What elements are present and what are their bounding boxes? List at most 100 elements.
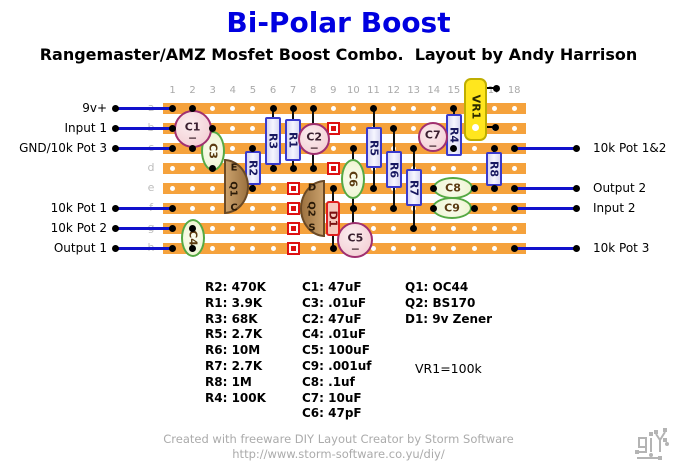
component-label: C9 — [444, 201, 460, 215]
hole — [471, 165, 477, 171]
column-number: 1 — [169, 85, 176, 96]
column-number: 18 — [507, 85, 521, 96]
junction-dot — [450, 144, 458, 152]
legend-resistor-value: R5: 2.7K — [205, 327, 263, 342]
hole — [170, 185, 175, 191]
wire — [115, 106, 173, 110]
junction-dot — [430, 184, 438, 192]
junction-dot — [111, 104, 119, 112]
diy-logo-icon — [635, 428, 669, 460]
legend-semiconductor-value: D1: 9v Zener — [405, 311, 493, 326]
hole — [491, 225, 497, 231]
junction-dot — [410, 224, 418, 232]
hole — [511, 225, 517, 231]
wire — [115, 246, 173, 250]
trace-cut — [326, 161, 340, 175]
junction-dot — [572, 184, 580, 192]
hole — [411, 125, 417, 131]
legend-capacitor-value: C2: 47uF — [302, 311, 362, 326]
component-label: C4 — [186, 230, 200, 246]
wire-label: GND/10k Pot 3 — [19, 141, 107, 155]
junction-dot — [510, 204, 518, 212]
legend-resistor-value: R6: 10M — [205, 343, 261, 358]
hole — [471, 225, 477, 231]
legend-capacitor-value: C4: .01uF — [302, 327, 367, 342]
hole — [310, 245, 316, 251]
hole — [391, 225, 397, 231]
hole — [250, 125, 256, 131]
hole — [471, 123, 479, 131]
legend-capacitor-value: C7: 10uF — [302, 390, 362, 405]
wire-label: 10k Pot 2 — [50, 221, 107, 235]
wire — [514, 186, 576, 190]
hole — [330, 105, 336, 111]
component-label: C2 — [306, 130, 323, 144]
junction-dot — [269, 104, 277, 112]
hole — [491, 245, 497, 251]
junction-dot — [111, 204, 119, 212]
junction-dot — [470, 204, 478, 212]
column-number: 4 — [229, 85, 236, 96]
wire — [115, 226, 173, 230]
hole — [491, 205, 497, 211]
page-subtitle: Rangemaster/AMZ Mosfet Boost Combo. Layo… — [39, 45, 638, 64]
wire-label: Input 1 — [64, 121, 107, 135]
wire — [514, 146, 576, 150]
wire — [115, 146, 173, 150]
component-label: C6 — [346, 171, 360, 187]
resistor-R3-body — [265, 117, 281, 165]
row-letter: e — [147, 181, 155, 194]
legend-capacitor-value: C3: .01uF — [302, 295, 367, 310]
legend-resistor-value: R2: 470K — [205, 280, 266, 294]
junction-dot — [510, 184, 518, 192]
legend-vr-note: VR1=100k — [415, 361, 482, 376]
hole — [250, 245, 256, 251]
hole — [210, 105, 216, 111]
hole — [511, 165, 517, 171]
legend-capacitor-value: C5: 100uF — [302, 343, 370, 358]
junction-dot — [510, 144, 518, 152]
resistor-R5-body — [365, 127, 382, 168]
hole — [411, 105, 417, 111]
hole — [330, 145, 336, 151]
trace-cut — [286, 201, 300, 215]
row-letter: d — [147, 161, 155, 174]
column-number: 10 — [347, 85, 360, 96]
component-label: C1 — [184, 120, 201, 134]
component-label: R8 — [487, 160, 501, 178]
junction-dot — [169, 204, 176, 212]
hole — [230, 105, 236, 111]
trace-cut-dot — [290, 185, 296, 191]
junction-dot — [490, 144, 498, 152]
hole — [511, 105, 517, 111]
hole — [471, 145, 477, 151]
junction-dot — [209, 124, 217, 132]
component-label: R4 — [447, 126, 461, 144]
legend-semiconductor-value: Q1: OC44 — [405, 280, 469, 294]
resistor-R2-body — [244, 151, 261, 185]
hole — [270, 245, 276, 251]
polarity-minus: − — [428, 139, 438, 153]
hole — [371, 245, 376, 251]
trace-cut — [286, 221, 300, 235]
junction-dot — [169, 144, 176, 152]
column-number: 11 — [367, 85, 380, 96]
column-number: 5 — [249, 85, 257, 96]
footer-credit: Created with freeware DIY Layout Creator… — [163, 432, 514, 446]
hole — [371, 205, 376, 211]
resistor-R7-body — [405, 169, 422, 206]
transistor-pin-label: E — [230, 162, 238, 174]
hole — [431, 245, 437, 251]
junction-dot — [492, 84, 500, 92]
copper-strip-row-b — [163, 122, 526, 134]
junction-dot — [329, 244, 337, 252]
legend-resistor-value: R1: 3.9K — [205, 295, 263, 310]
component-label: R7 — [407, 179, 421, 196]
hole — [391, 245, 397, 251]
junction-dot — [111, 224, 119, 232]
component-label: R5 — [367, 139, 380, 156]
legend-resistor-value: R3: 68K — [205, 311, 258, 326]
component-label: C8 — [445, 181, 461, 195]
junction-dot — [572, 244, 580, 252]
